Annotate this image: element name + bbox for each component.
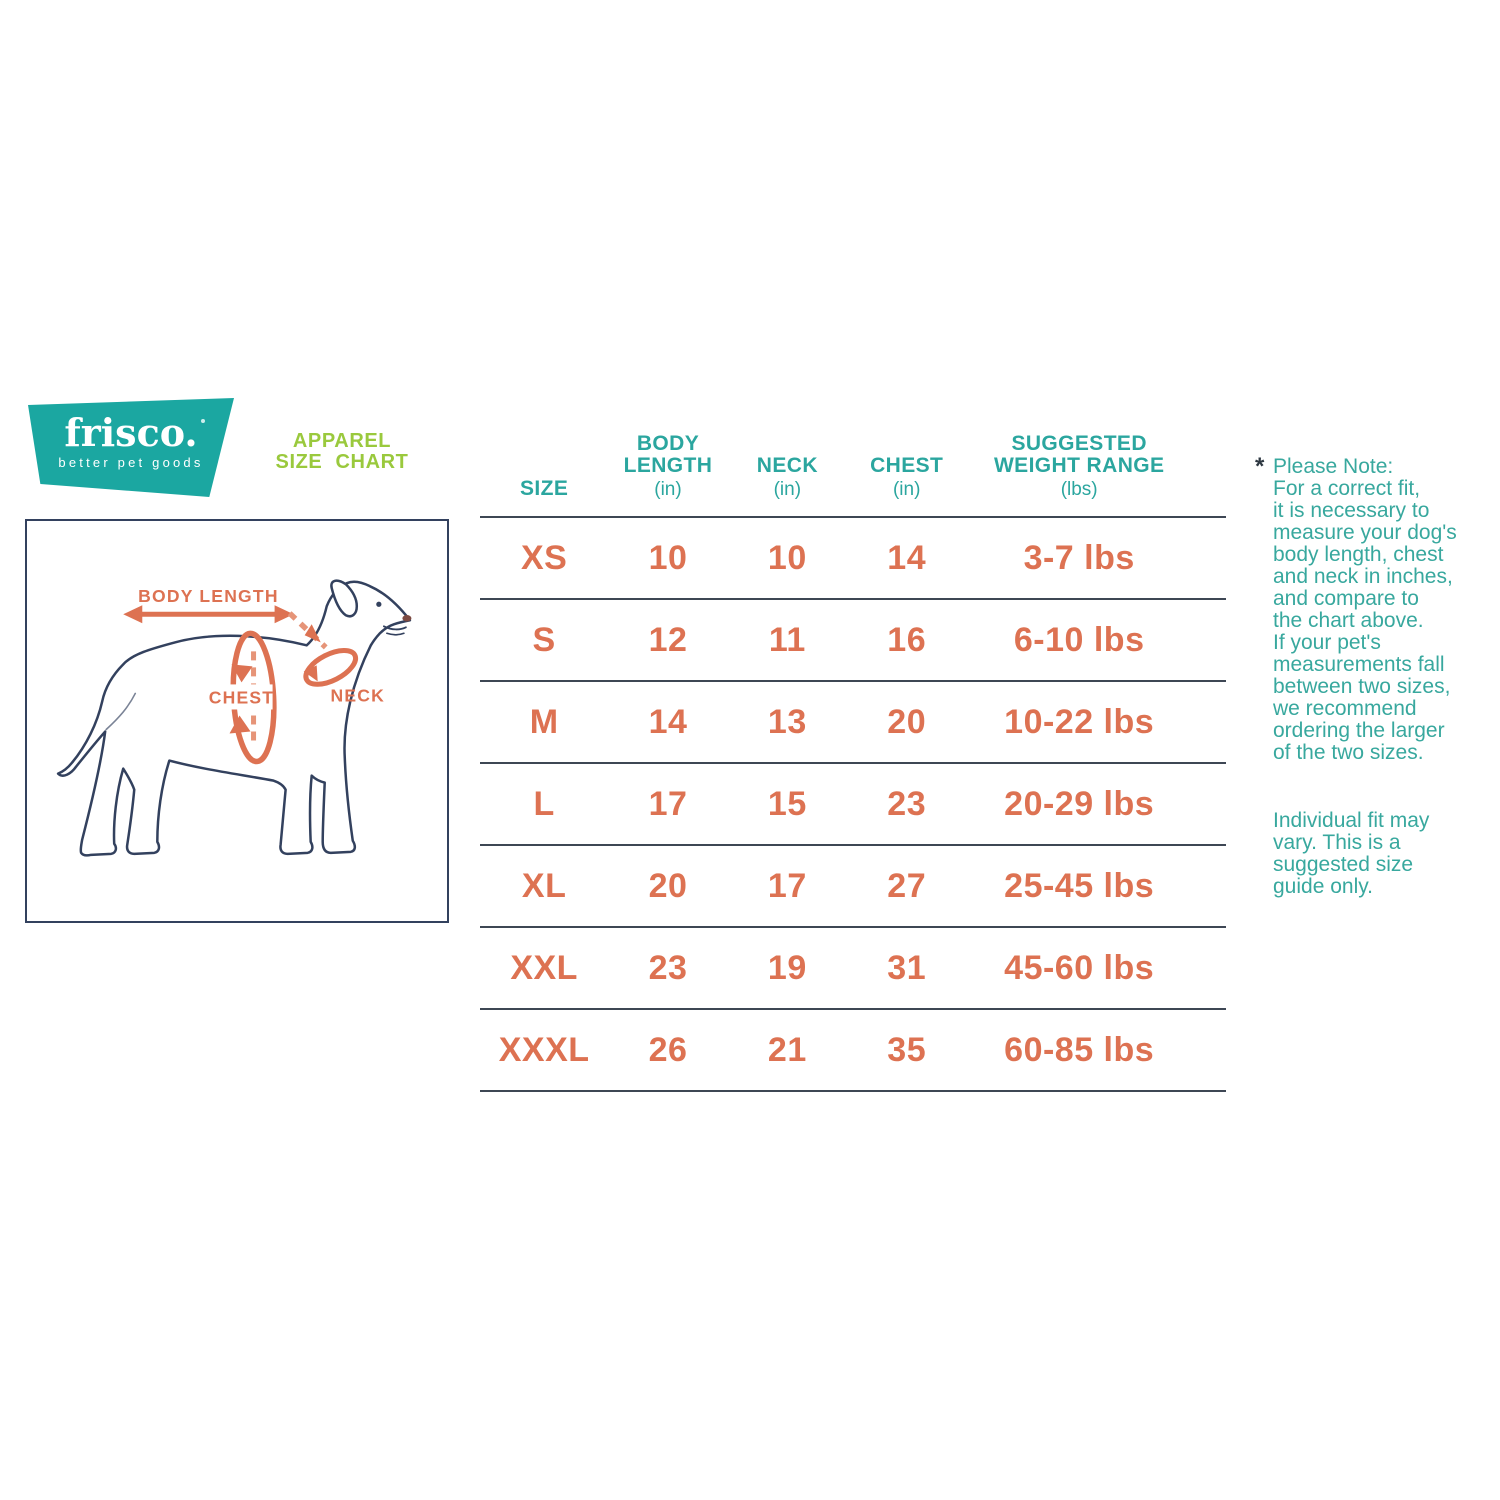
table-row: XS 10 10 14 3-7 lbs [480, 518, 1226, 600]
table-cell: 16 [887, 620, 927, 659]
table-cell: 6-10 lbs [1013, 620, 1145, 659]
table-header-label: SIZE [520, 477, 569, 500]
note-asterisk: * [1255, 453, 1265, 480]
body-length-annotation: BODY LENGTH [123, 586, 294, 624]
table-header-label: NECK [756, 454, 818, 477]
table-header-cell: BODY LENGTH (in) [608, 432, 727, 501]
table-cell: 14 [648, 702, 688, 741]
page-title: APPAREL SIZE CHART [256, 431, 428, 473]
table-cell: 27 [887, 866, 927, 905]
brand-name-text: frisco. [64, 410, 198, 455]
frisco-logo-banner: frisco. better pet goods [28, 398, 234, 497]
chest-arrow-up [229, 715, 251, 734]
table-header-cell: SUGGESTED WEIGHT RANGE (lbs) [966, 432, 1226, 501]
table-row: XXXL 26 21 35 60-85 lbs [480, 1010, 1226, 1092]
table-header-unit: (lbs) [1060, 479, 1098, 500]
table-cell: XL [521, 866, 567, 905]
table-header-label: BODY [636, 432, 700, 455]
table-row: M 14 13 20 10-22 lbs [480, 682, 1226, 764]
table-cell: 14 [887, 538, 927, 577]
table-header-label: CHEST [870, 454, 944, 477]
chest-annotation: CHEST [209, 630, 277, 765]
table-row: XL 20 17 27 25-45 lbs [480, 846, 1226, 928]
table-cell: 31 [887, 948, 927, 987]
table-cell: 3-7 lbs [1023, 538, 1135, 577]
table-cell: 13 [767, 702, 807, 741]
table-header-cell: SIZE [480, 478, 608, 500]
table-row: XXL 23 19 31 45-60 lbs [480, 928, 1226, 1010]
size-table-body: XS 10 10 14 3-7 lbs S 12 11 16 6-10 lbs M 14 13 20 10-… [480, 518, 1226, 1092]
table-cell: 17 [648, 784, 688, 823]
table-header-label: LENGTH [623, 454, 713, 477]
table-cell: M [529, 702, 559, 741]
table-cell: 25-45 lbs [1004, 866, 1155, 905]
size-table-header: SIZE BODY LENGTH (in) NECK (in) CHEST (in) SUGGE… [480, 426, 1226, 518]
table-cell: XS [520, 538, 568, 577]
body-length-arrow-left [123, 605, 143, 624]
table-cell: 45-60 lbs [1004, 948, 1155, 987]
body-length-arrow-right [274, 605, 294, 624]
chest-label-bg [210, 684, 273, 710]
dog-measurement-diagram: BODY LENGTH CHEST NECK [25, 519, 449, 923]
note-secondary-text: Individual fit may vary. This is a sugge… [1273, 809, 1430, 898]
table-cell: 20-29 lbs [1004, 784, 1155, 823]
note-block: * Please Note: For a correct fit, it is … [1255, 455, 1487, 898]
table-cell: 10 [767, 538, 807, 577]
table-cell: 10 [648, 538, 688, 577]
body-length-label: BODY LENGTH [138, 586, 279, 606]
table-cell: 19 [767, 948, 807, 987]
page-title-line1: APPAREL [292, 430, 392, 452]
brand-tagline: better pet goods [58, 455, 204, 470]
table-row: S 12 11 16 6-10 lbs [480, 600, 1226, 682]
table-cell: 17 [767, 866, 807, 905]
table-cell: 15 [767, 784, 807, 823]
brand-name: frisco. [64, 410, 205, 455]
table-header-cell: CHEST (in) [847, 454, 966, 501]
page-title-line2: SIZE CHART [275, 451, 409, 473]
table-cell: XXL [510, 948, 578, 987]
table-cell: 10-22 lbs [1004, 702, 1155, 741]
table-cell: 21 [767, 1030, 807, 1069]
table-header-unit: (in) [654, 479, 682, 500]
table-row: L 17 15 23 20-29 lbs [480, 764, 1226, 846]
chest-arrow-down [231, 664, 253, 683]
table-header-unit: (in) [892, 479, 921, 500]
table-header-label: SUGGESTED [1011, 432, 1147, 455]
table-cell: 11 [768, 620, 806, 659]
trademark-dot [200, 419, 205, 423]
size-table: SIZE BODY LENGTH (in) NECK (in) CHEST (in) SUGGE… [480, 426, 1226, 1092]
neck-annotation: NECK [287, 611, 385, 705]
table-cell: 60-85 lbs [1004, 1030, 1155, 1069]
dog-face-details [105, 601, 412, 731]
table-header-cell: NECK (in) [728, 454, 847, 501]
table-cell: 20 [887, 702, 927, 741]
neck-arrow-lower [303, 665, 318, 682]
table-cell: 26 [648, 1030, 688, 1069]
table-cell: 35 [887, 1030, 927, 1069]
table-cell: L [533, 784, 555, 823]
table-cell: XXXL [498, 1030, 590, 1069]
table-cell: 20 [648, 866, 688, 905]
note-primary-text: Please Note: For a correct fit, it is ne… [1273, 455, 1457, 764]
dog-diagram-svg: BODY LENGTH CHEST NECK [56, 579, 412, 857]
neck-arrow-upper [304, 624, 321, 643]
table-cell: 23 [887, 784, 927, 823]
table-cell: S [532, 620, 556, 659]
table-header-label: WEIGHT RANGE [993, 454, 1165, 477]
chest-label: CHEST [209, 687, 274, 707]
table-header-unit: (in) [773, 479, 802, 500]
neck-ellipse [303, 647, 359, 687]
table-cell: 12 [648, 620, 688, 659]
table-cell: 23 [648, 948, 688, 987]
neck-label: NECK [331, 685, 385, 705]
